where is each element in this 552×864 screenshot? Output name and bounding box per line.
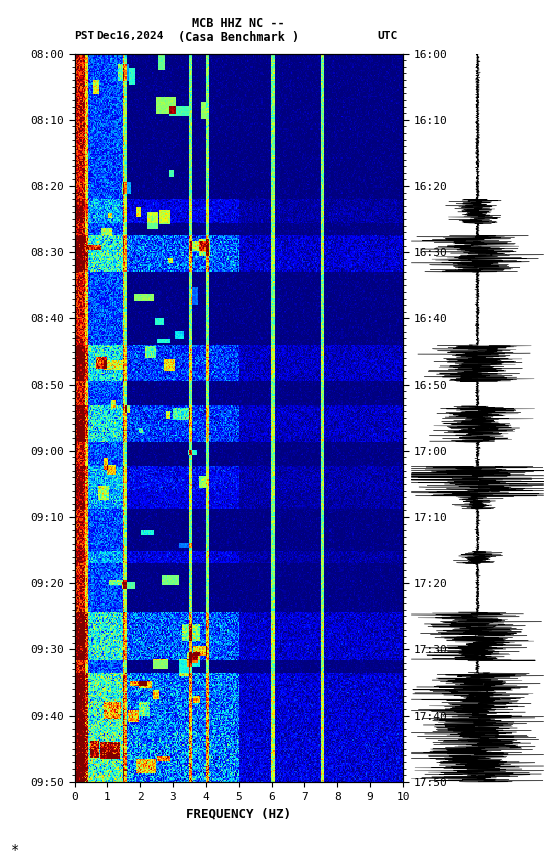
Text: PST: PST: [75, 31, 95, 41]
Text: MCB HHZ NC --: MCB HHZ NC --: [193, 17, 285, 30]
Text: UTC: UTC: [377, 31, 397, 41]
X-axis label: FREQUENCY (HZ): FREQUENCY (HZ): [186, 807, 291, 820]
Text: *: *: [11, 842, 19, 856]
Text: (Casa Benchmark ): (Casa Benchmark ): [178, 31, 299, 44]
Text: Dec16,2024: Dec16,2024: [97, 31, 164, 41]
